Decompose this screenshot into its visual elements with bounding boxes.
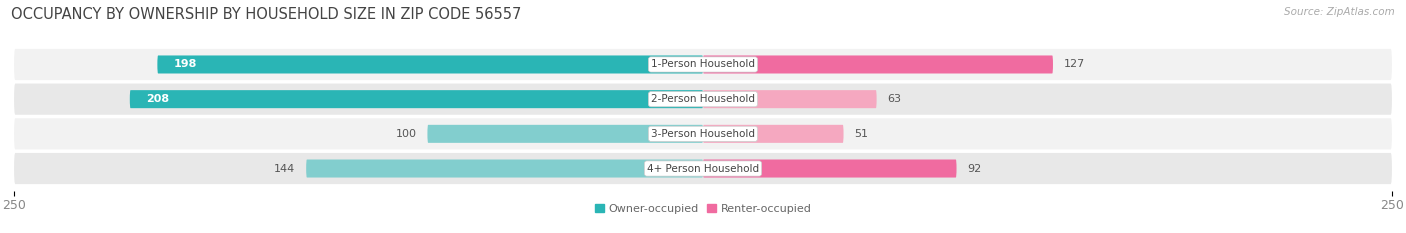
FancyBboxPatch shape (129, 90, 703, 108)
Text: 4+ Person Household: 4+ Person Household (647, 164, 759, 174)
Text: 63: 63 (887, 94, 901, 104)
FancyBboxPatch shape (703, 90, 876, 108)
FancyBboxPatch shape (703, 125, 844, 143)
Text: 100: 100 (395, 129, 416, 139)
Text: 127: 127 (1064, 59, 1085, 69)
FancyBboxPatch shape (14, 49, 1392, 80)
Text: Source: ZipAtlas.com: Source: ZipAtlas.com (1284, 7, 1395, 17)
FancyBboxPatch shape (14, 153, 1392, 184)
Text: 1-Person Household: 1-Person Household (651, 59, 755, 69)
Text: 198: 198 (174, 59, 197, 69)
FancyBboxPatch shape (14, 118, 1392, 149)
Text: 2-Person Household: 2-Person Household (651, 94, 755, 104)
FancyBboxPatch shape (157, 55, 703, 73)
Text: 3-Person Household: 3-Person Household (651, 129, 755, 139)
Text: 208: 208 (146, 94, 170, 104)
FancyBboxPatch shape (307, 160, 703, 178)
FancyBboxPatch shape (703, 55, 1053, 73)
FancyBboxPatch shape (427, 125, 703, 143)
Text: OCCUPANCY BY OWNERSHIP BY HOUSEHOLD SIZE IN ZIP CODE 56557: OCCUPANCY BY OWNERSHIP BY HOUSEHOLD SIZE… (11, 7, 522, 22)
FancyBboxPatch shape (14, 84, 1392, 115)
Text: 92: 92 (967, 164, 981, 174)
Legend: Owner-occupied, Renter-occupied: Owner-occupied, Renter-occupied (591, 199, 815, 218)
FancyBboxPatch shape (703, 160, 956, 178)
Text: 51: 51 (855, 129, 869, 139)
Text: 144: 144 (274, 164, 295, 174)
